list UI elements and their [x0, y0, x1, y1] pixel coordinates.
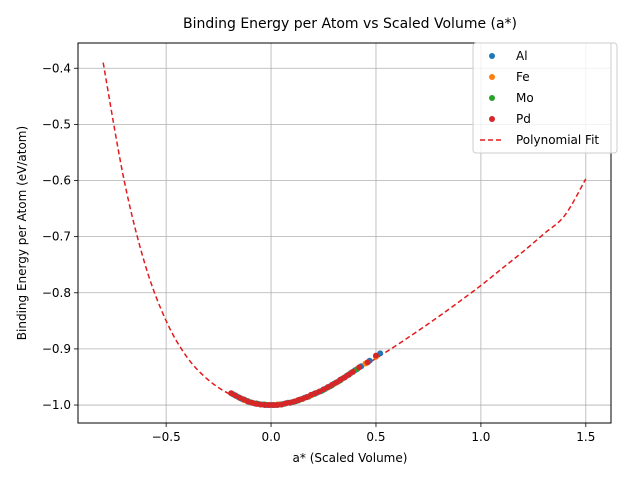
point-pd — [349, 368, 356, 375]
x-tick-label: −0.5 — [152, 430, 181, 444]
plot-frame — [77, 42, 612, 424]
point-pd — [372, 352, 379, 359]
chart-title: Binding Energy per Atom vs Scaled Volume… — [183, 16, 517, 32]
legend-marker-al — [489, 53, 495, 59]
legend-marker-fe — [489, 74, 495, 80]
legend-label-mo: Mo — [516, 91, 534, 105]
point-pd — [265, 402, 272, 409]
point-pd — [364, 359, 371, 366]
x-tick-label: 1.5 — [576, 430, 595, 444]
y-axis-ticks: −1.0 −0.9 −0.8 −0.7 −0.6 −0.5 −0.4 — [42, 61, 78, 412]
y-tick-label: −1.0 — [42, 398, 71, 412]
legend-label-pd: Pd — [516, 112, 531, 126]
y-tick-label: −0.6 — [42, 174, 71, 188]
y-tick-label: −0.4 — [42, 61, 71, 75]
x-tick-label: 1.0 — [471, 430, 490, 444]
legend-label-fit: Polynomial Fit — [516, 133, 599, 147]
y-tick-label: −0.7 — [42, 230, 71, 244]
y-tick-label: −0.8 — [42, 286, 71, 300]
legend-marker-pd — [489, 116, 495, 122]
point-pd — [261, 402, 268, 409]
y-tick-label: −0.5 — [42, 117, 71, 131]
legend-label-al: Al — [516, 49, 528, 63]
legend: Al Fe Mo Pd Polynomial Fit — [472, 42, 618, 154]
legend-label-fe: Fe — [516, 70, 530, 84]
x-tick-label: 0.0 — [262, 430, 281, 444]
point-pd — [270, 402, 277, 409]
point-pd — [356, 364, 363, 371]
legend-marker-mo — [489, 95, 495, 101]
x-axis-label: a* (Scaled Volume) — [293, 451, 408, 465]
legend-box — [472, 42, 618, 154]
x-tick-label: 0.5 — [366, 430, 385, 444]
y-tick-label: −0.9 — [42, 342, 71, 356]
x-axis-ticks: −0.5 0.0 0.5 1.0 1.5 — [152, 423, 595, 444]
data-points-layer — [228, 350, 384, 409]
grid — [78, 43, 611, 423]
y-axis-label: Binding Energy per Atom (eV/atom) — [15, 126, 29, 340]
